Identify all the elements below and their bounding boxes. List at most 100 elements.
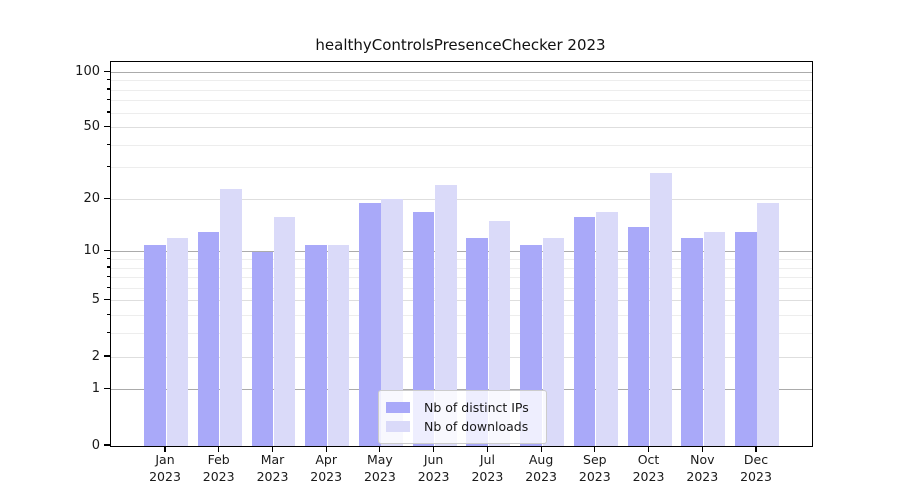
gridline-y-2 [111,356,812,358]
gridline-y-10 [111,251,812,253]
ytick-minor-7 [106,275,110,278]
xlabel-feb: Feb 2023 [189,452,249,485]
bar-sep-distinct-ips [573,216,596,446]
xtick-sep [594,447,596,452]
bar-dec-distinct-ips [735,232,757,446]
xtick-oct [647,447,650,452]
ytick-minor-4 [106,314,110,316]
legend-item-distinct-ips: Nb of distinct IPs [386,398,538,417]
xlabel-jun: Jun 2023 [404,452,464,485]
gridline-y-8 [111,267,812,269]
bar-jan-downloads [166,238,188,446]
gridline-y-70 [111,100,812,102]
gridline-y-9 [111,259,812,260]
xtick-aug [540,447,542,452]
xtick-nov [701,447,703,452]
bar-nov-downloads [703,232,726,446]
xtick-feb [218,447,220,452]
ytick-label-10: 10 [83,243,100,259]
plot-area [110,61,813,447]
bar-aug-downloads [542,238,564,446]
xlabel-jul: Jul 2023 [457,452,517,485]
legend: Nb of distinct IPs Nb of downloads [378,390,547,444]
gridline-y-30 [111,167,812,169]
xtick-mar [271,447,274,452]
legend-swatch-downloads-icon [386,421,410,432]
xlabel-year-sep: 2023 [578,468,611,484]
bar-feb-downloads [220,188,242,446]
xlabel-year-jan: 2023 [149,468,181,484]
gridline-y-1 [111,389,812,391]
bar-jun-distinct-ips [412,211,435,446]
legend-label-downloads: Nb of downloads [424,419,529,434]
ytick-minor-30 [106,166,110,168]
gridline-y-20 [111,198,812,200]
xtick-jun [433,447,435,452]
gridline-y-90 [111,80,812,82]
xtick-apr [325,447,327,452]
xlabel-year-apr: 2023 [310,468,343,484]
bar-jan-distinct-ips [144,244,166,446]
bar-mar-distinct-ips [251,251,273,446]
ytick-minor-80 [106,88,110,90]
xlabel-aug: Aug 2023 [511,452,571,485]
chart-title: healthyControlsPresenceChecker 2023 [315,36,606,54]
ytick-label-20: 20 [83,190,100,206]
ytick-minor-20 [106,197,110,200]
xlabel-year-may: 2023 [363,468,396,484]
bar-nov-distinct-ips [681,238,703,446]
xlabel-year-jun: 2023 [417,468,450,484]
ytick-minor-90 [106,79,110,81]
ytick-minor-5 [106,299,110,301]
bar-oct-distinct-ips [627,226,650,446]
ytick-minor-9 [106,257,110,260]
gridline-y-60 [111,112,812,114]
ytick-minor-40 [106,143,110,145]
xtick-dec [755,447,757,452]
legend-label-distinct-ips: Nb of distinct IPs [424,400,529,415]
gridline-y-3 [111,333,812,335]
xlabel-oct: Oct 2023 [619,452,679,485]
xlabel-nov: Nov 2023 [672,452,732,485]
bar-jun-downloads [435,185,457,446]
ytick-minor-6 [106,286,110,288]
xtick-may [379,447,381,452]
gridline-y-5 [111,300,812,302]
ytick-label-1: 1 [91,381,100,397]
xlabel-year-feb: 2023 [202,468,235,484]
ytick-0 [103,444,110,446]
legend-item-downloads: Nb of downloads [386,417,538,436]
bar-sep-downloads [596,211,618,446]
gridline-y-50 [111,127,812,129]
xlabel-jan: Jan 2023 [135,452,195,485]
gridline-y-6 [111,287,812,289]
bar-jul-downloads [488,221,511,446]
ytick-minor-3 [106,332,110,334]
bar-mar-downloads [273,216,296,446]
bar-may-downloads [381,199,403,446]
ytick-minor-8 [106,266,110,268]
bar-oct-downloads [650,173,672,446]
bar-apr-downloads [327,244,350,446]
ytick-label-50: 50 [83,119,100,134]
xlabel-year-oct: 2023 [632,468,665,484]
xlabel-mar: Mar 2023 [243,452,303,485]
legend-swatch-distinct-ips-icon [386,402,410,413]
gridline-y-40 [111,144,812,146]
xlabel-year-aug: 2023 [525,468,557,484]
ytick-label-5: 5 [91,292,100,308]
bar-apr-distinct-ips [305,244,327,446]
ytick-minor-2 [106,355,110,357]
ytick-1 [103,388,110,390]
ytick-minor-50 [106,125,110,128]
xtick-jan [164,447,166,452]
xlabel-may: May 2023 [350,452,410,485]
xlabel-sep: Sep 2023 [565,452,625,485]
gridline-y-4 [111,315,812,317]
gridline-y-80 [111,89,812,91]
ytick-label-0: 0 [91,437,100,453]
xlabel-year-jul: 2023 [471,468,504,484]
ytick-minor-60 [106,111,110,113]
bar-dec-downloads [757,203,779,446]
